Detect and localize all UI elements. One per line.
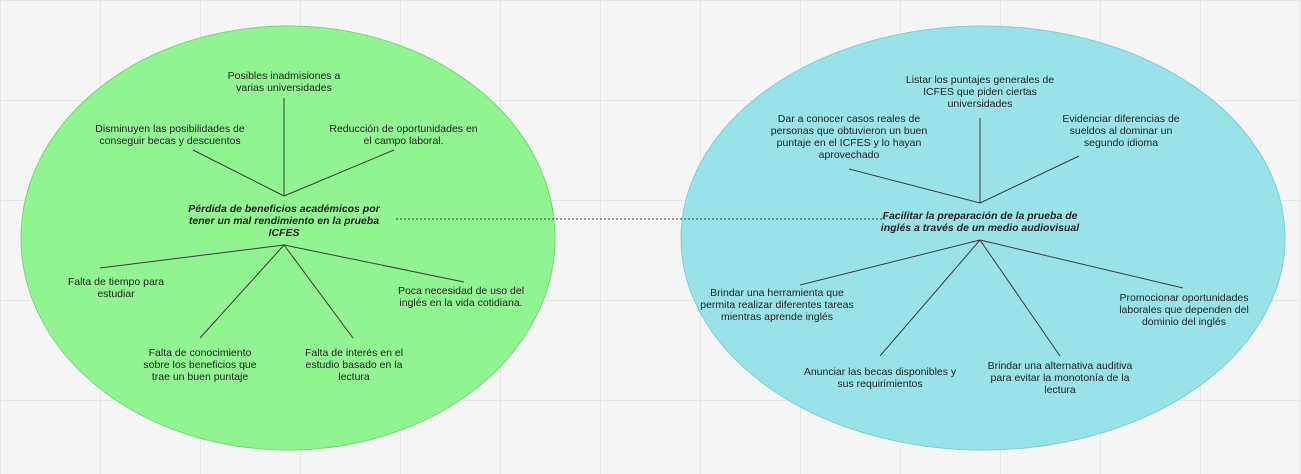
left-cause-ingles: Poca necesidad de uso del inglés en la v… bbox=[397, 285, 525, 309]
left-effect-becas: Disminuyen las posibilidades de consegui… bbox=[95, 123, 245, 147]
right-mean-laborales: Promocionar oportunidades laborales que … bbox=[1119, 292, 1249, 328]
right-end-sueldos: Evidenciar diferencias de sueldos al dom… bbox=[1062, 113, 1180, 149]
right-end-puntajes: Listar los puntajes generales de ICFES q… bbox=[905, 74, 1055, 110]
right-line-mean-4 bbox=[979, 239, 1184, 289]
right-mean-auditiva: Brindar una alternativa auditiva para ev… bbox=[987, 360, 1133, 396]
right-center-objective: Facilitar la preparación de la prueba de… bbox=[880, 210, 1080, 234]
left-cause-interes: Falta de interés en el estudio basado en… bbox=[304, 347, 404, 383]
left-line-cause-1 bbox=[99, 244, 285, 269]
right-end-casos: Dar a conocer casos reales de personas q… bbox=[770, 113, 928, 161]
left-line-cause-3 bbox=[283, 244, 354, 339]
right-line-mean-1 bbox=[799, 239, 981, 286]
right-mean-becas: Anunciar las becas disponibles y sus req… bbox=[803, 366, 957, 390]
left-effect-laboral: Reducción de oportunidades en el campo l… bbox=[329, 123, 478, 147]
right-line-mean-2 bbox=[879, 239, 981, 357]
left-cause-tiempo: Falta de tiempo para estudiar bbox=[67, 276, 165, 300]
left-cause-conocimiento: Falta de conocimiento sobre los benefici… bbox=[143, 347, 257, 383]
right-line-end-left bbox=[848, 168, 981, 204]
left-effect-inadmisiones: Posibles inadmisiones a varias universid… bbox=[227, 70, 341, 94]
left-line-effect-left bbox=[192, 149, 285, 197]
right-line-mean-3 bbox=[979, 239, 1061, 357]
left-line-cause-4 bbox=[283, 244, 465, 283]
left-ellipse bbox=[20, 25, 556, 451]
left-line-cause-2 bbox=[199, 244, 285, 339]
right-mean-herramienta: Brindar una herramienta que permita real… bbox=[700, 287, 854, 323]
left-line-effect-right bbox=[283, 149, 395, 197]
right-ellipse bbox=[680, 25, 1286, 451]
right-line-end-right bbox=[979, 155, 1080, 204]
left-center-problem: Pérdida de beneficios académicos por ten… bbox=[188, 203, 380, 239]
